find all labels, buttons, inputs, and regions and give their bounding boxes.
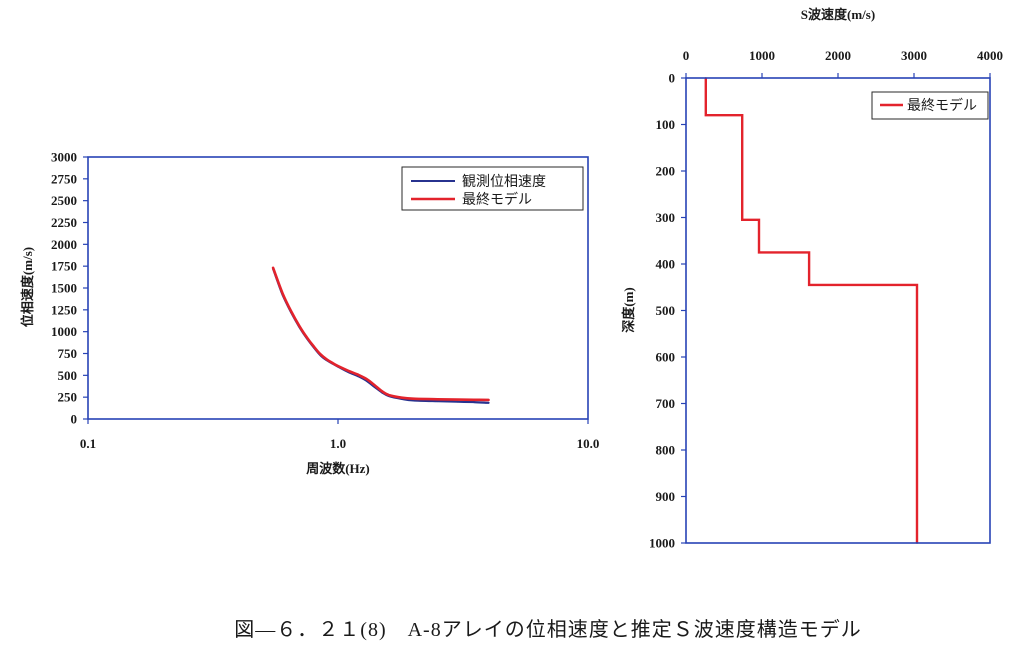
- data-point-model: [272, 267, 274, 269]
- x-tick-label: 0: [683, 48, 690, 63]
- data-point-model: [400, 396, 403, 399]
- y-tick-label: 0: [71, 412, 78, 427]
- series-line-model: [704, 78, 919, 543]
- y-tick-label: 500: [58, 368, 78, 383]
- data-point-model: [305, 336, 308, 339]
- data-point-observed: [473, 401, 475, 403]
- legend-label-model: 最終モデル: [462, 191, 532, 208]
- data-point-observed: [487, 401, 490, 404]
- y-tick-label: 1000: [51, 324, 77, 339]
- y-tick-label: 1500: [51, 281, 77, 296]
- series-layer: [704, 77, 919, 544]
- data-point-observed: [456, 400, 459, 403]
- y-tick-label: 400: [656, 257, 676, 272]
- data-point-model: [331, 362, 334, 364]
- data-point-model: [808, 251, 810, 254]
- y-tick-label: 250: [58, 390, 78, 405]
- x-tick-label: 10.0: [577, 436, 600, 451]
- legend: 最終モデル: [871, 91, 989, 120]
- y-tick-label: 0: [669, 71, 676, 86]
- y-tick-label: 750: [58, 346, 78, 361]
- data-point-model: [388, 394, 390, 396]
- data-point-model: [356, 373, 359, 376]
- data-point-model: [758, 218, 760, 221]
- data-point-model: [347, 369, 350, 372]
- data-point-model: [436, 398, 439, 401]
- x-axis-label: S波速度(m/s): [801, 7, 875, 22]
- plot-frame: [87, 156, 589, 420]
- data-point-model: [473, 398, 475, 401]
- data-point-model: [319, 353, 322, 356]
- x-tick-label: 1.0: [330, 436, 346, 451]
- data-point-model: [381, 390, 383, 393]
- data-point-model: [487, 399, 490, 401]
- y-tick-label: 3000: [51, 150, 77, 165]
- x-tick-label: 1000: [749, 48, 775, 63]
- series-layer: [271, 266, 490, 404]
- data-point-model: [758, 251, 760, 254]
- y-tick-label: 2250: [51, 215, 77, 230]
- y-tick-label: 800: [656, 443, 676, 458]
- y-tick-label: 1000: [649, 536, 675, 551]
- axis-ticks: 0 250 500 750 1000 1250 1500 1750 2000 2250 2500 27…: [51, 150, 599, 452]
- y-tick-label: 900: [656, 489, 676, 504]
- data-point-model: [916, 284, 918, 286]
- data-point-model: [290, 310, 293, 313]
- x-tick-label: 2000: [825, 48, 851, 63]
- phase-velocity-chart: 0 250 500 750 1000 1250 1500 1750 2000 2250 2500 27…: [20, 150, 599, 477]
- data-point-model: [808, 284, 810, 286]
- legend-label-observed: 観測位相速度: [462, 173, 546, 190]
- data-point-model: [281, 292, 284, 295]
- data-point-model: [365, 378, 368, 380]
- y-axis-label: 位相速度(m/s): [20, 247, 35, 327]
- data-point-model: [412, 397, 415, 400]
- data-point-model: [741, 114, 744, 117]
- data-point-model: [298, 325, 301, 327]
- y-tick-label: 600: [656, 350, 676, 365]
- legend-label-model: 最終モデル: [907, 97, 977, 114]
- legend: 観測位相速度 最終モデル: [401, 166, 584, 211]
- x-tick-label: 4000: [977, 48, 1003, 63]
- y-tick-label: 200: [656, 164, 676, 179]
- series-line-model: [271, 266, 490, 402]
- figure-caption: 図—６．２１(8) A-8アレイの位相速度と推定Ｓ波速度構造モデル: [234, 618, 861, 641]
- plot-frame: [685, 77, 991, 544]
- axis-ticks: 0 1000 2000 3000 4000 0 100 200 300 400 500 600 700 8…: [649, 48, 1003, 551]
- legend-box: [401, 166, 584, 211]
- y-tick-label: 500: [656, 303, 676, 318]
- x-axis-label: 周波数(Hz): [306, 461, 370, 476]
- data-point-model: [312, 345, 315, 348]
- y-tick-label: 300: [656, 210, 676, 225]
- y-tick-label: 2000: [51, 237, 77, 252]
- data-point-model: [741, 218, 744, 221]
- data-point-model: [373, 384, 376, 386]
- y-tick-label: 2750: [51, 171, 77, 186]
- y-axis-label: 深度(m): [621, 287, 636, 333]
- x-tick-label: 3000: [901, 48, 927, 63]
- y-tick-label: 100: [656, 117, 676, 132]
- data-point-model: [456, 398, 459, 401]
- y-tick-label: 2500: [51, 193, 77, 208]
- y-tick-label: 1250: [51, 302, 77, 317]
- data-point-model: [704, 114, 707, 117]
- data-point-model: [325, 358, 328, 361]
- y-tick-label: 1750: [51, 259, 77, 274]
- x-tick-label: 0.1: [80, 436, 96, 451]
- data-point-model: [337, 365, 339, 367]
- y-tick-label: 700: [656, 396, 676, 411]
- s-wave-velocity-chart: 0 1000 2000 3000 4000 0 100 200 300 400 500 600 700 8…: [621, 7, 1003, 551]
- data-point-observed: [436, 400, 439, 403]
